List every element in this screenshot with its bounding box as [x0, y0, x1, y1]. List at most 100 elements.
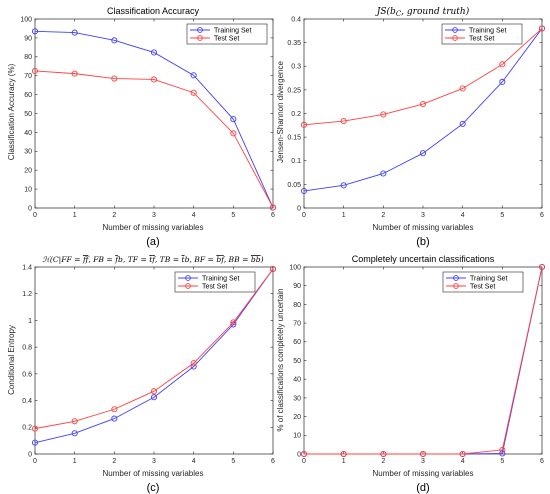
x-tick-label: 0 [302, 458, 306, 465]
title-b: JS(bC, ground truth) [375, 6, 470, 18]
data-point-training [31, 439, 39, 446]
data-point-test [230, 319, 237, 326]
caption-d: (d) [416, 482, 429, 494]
data-point-test [150, 388, 158, 395]
ylabel-c: Conditional Entropy [7, 325, 16, 395]
y-tick-label: 1.4 [22, 264, 32, 271]
y-tick-label: 0.4 [291, 16, 301, 23]
data-point-test [499, 446, 506, 453]
data-point-training [190, 72, 197, 79]
data-point-test [300, 121, 308, 128]
series-line-test [303, 28, 543, 126]
data-point-test [340, 450, 347, 458]
y-tick-label: 40 [24, 130, 32, 137]
panel-c-conditional-entropy: ℋ(C|FF = ff, FB = fb, TF = tf, TB = tb, … [7, 255, 277, 494]
data-point-test [190, 89, 197, 96]
data-point-training [71, 430, 78, 437]
plot-area-b [303, 18, 543, 209]
x-tick-label: 6 [540, 458, 544, 465]
legend-label-training: Training Set [469, 27, 507, 34]
x-tick-label: 6 [540, 212, 544, 219]
xlabel-b: Number of missing variables [373, 223, 474, 232]
data-point-test [459, 85, 466, 92]
series-line-test [34, 70, 274, 208]
series-line-test [34, 268, 274, 430]
x-tick-label: 0 [33, 458, 37, 465]
y-tick-label: 0.4 [22, 398, 32, 405]
y-tick-label: 70 [293, 321, 301, 328]
data-point-training [419, 150, 427, 157]
y-tick-label: 1 [28, 318, 32, 325]
data-point-test [111, 75, 118, 82]
data-point-test [150, 76, 158, 83]
y-tick-label: 100 [20, 16, 32, 23]
data-point-test [71, 70, 78, 77]
y-tick-label: 100 [289, 264, 301, 271]
data-point-training [190, 363, 197, 370]
data-point-test [538, 25, 546, 32]
legend-label-training: Training Set [214, 27, 252, 34]
y-tick-label: 40 [293, 377, 301, 384]
y-tick-label: 0.2 [22, 425, 32, 432]
legend-marker-training [453, 275, 459, 281]
x-tick-label: 3 [152, 458, 156, 465]
data-point-test [111, 406, 118, 413]
x-tick-label: 5 [500, 458, 504, 465]
legend-marker-test [452, 35, 458, 41]
series-line-training [303, 28, 543, 192]
y-tick-label: 10 [24, 187, 32, 194]
data-point-training [230, 116, 237, 123]
y-tick-label: 80 [24, 54, 32, 61]
y-tick-label: 0.25 [287, 87, 301, 94]
y-tick-label: 60 [24, 92, 32, 99]
legend-marker-training [452, 27, 458, 33]
caption-b: (b) [416, 236, 429, 248]
y-tick-label: 0 [28, 205, 32, 212]
y-tick-label: 0.3 [291, 64, 301, 71]
x-tick-label: 6 [271, 458, 275, 465]
data-point-training [340, 182, 347, 189]
caption-c: (c) [147, 482, 160, 494]
title-d: Completely uncertain classifications [352, 254, 495, 264]
legend-marker-training [197, 27, 203, 33]
legend-box [174, 271, 256, 293]
series-line-training [34, 268, 274, 444]
data-point-test [269, 204, 277, 211]
legend-box [441, 23, 523, 45]
y-tick-label: 0.1 [291, 158, 301, 165]
y-tick-label: 30 [293, 395, 301, 402]
data-point-training [111, 37, 118, 44]
x-tick-label: 2 [112, 458, 116, 465]
y-tick-label: 90 [293, 283, 301, 290]
data-point-test [499, 61, 506, 68]
data-point-training [71, 29, 78, 36]
y-tick-label: 0.35 [287, 40, 301, 47]
x-tick-label: 0 [302, 212, 306, 219]
ylabel-b: Jensen-Shannon divergence [276, 61, 285, 163]
y-tick-label: 20 [293, 414, 301, 421]
data-point-training [459, 120, 466, 127]
y-tick-label: 50 [24, 111, 32, 118]
plot-area-d [303, 266, 543, 455]
data-point-test [380, 111, 387, 118]
data-point-training [150, 394, 158, 401]
data-point-training [380, 170, 387, 177]
panel-a-accuracy: Classification Accuracy Number of missin… [7, 6, 277, 248]
x-tick-label: 4 [192, 212, 196, 219]
y-tick-label: 80 [293, 302, 301, 309]
panel-b-js-divergence: JS(bC, ground truth) Number of missing v… [276, 6, 546, 248]
y-tick-label: 90 [24, 35, 32, 42]
ylabel-d: % of classifications completely uncertai… [276, 288, 285, 431]
plot-area-a [34, 18, 274, 209]
legend-label-training: Training Set [470, 275, 508, 282]
legend-label-test: Test Set [470, 283, 495, 290]
x-tick-label: 2 [381, 458, 385, 465]
ylabel-a: Classification Accuracy (%) [7, 63, 16, 160]
y-tick-label: 0 [297, 205, 301, 212]
y-tick-label: 50 [293, 358, 301, 365]
x-tick-label: 6 [271, 212, 275, 219]
caption-a: (a) [146, 236, 159, 248]
data-point-test [340, 118, 347, 125]
